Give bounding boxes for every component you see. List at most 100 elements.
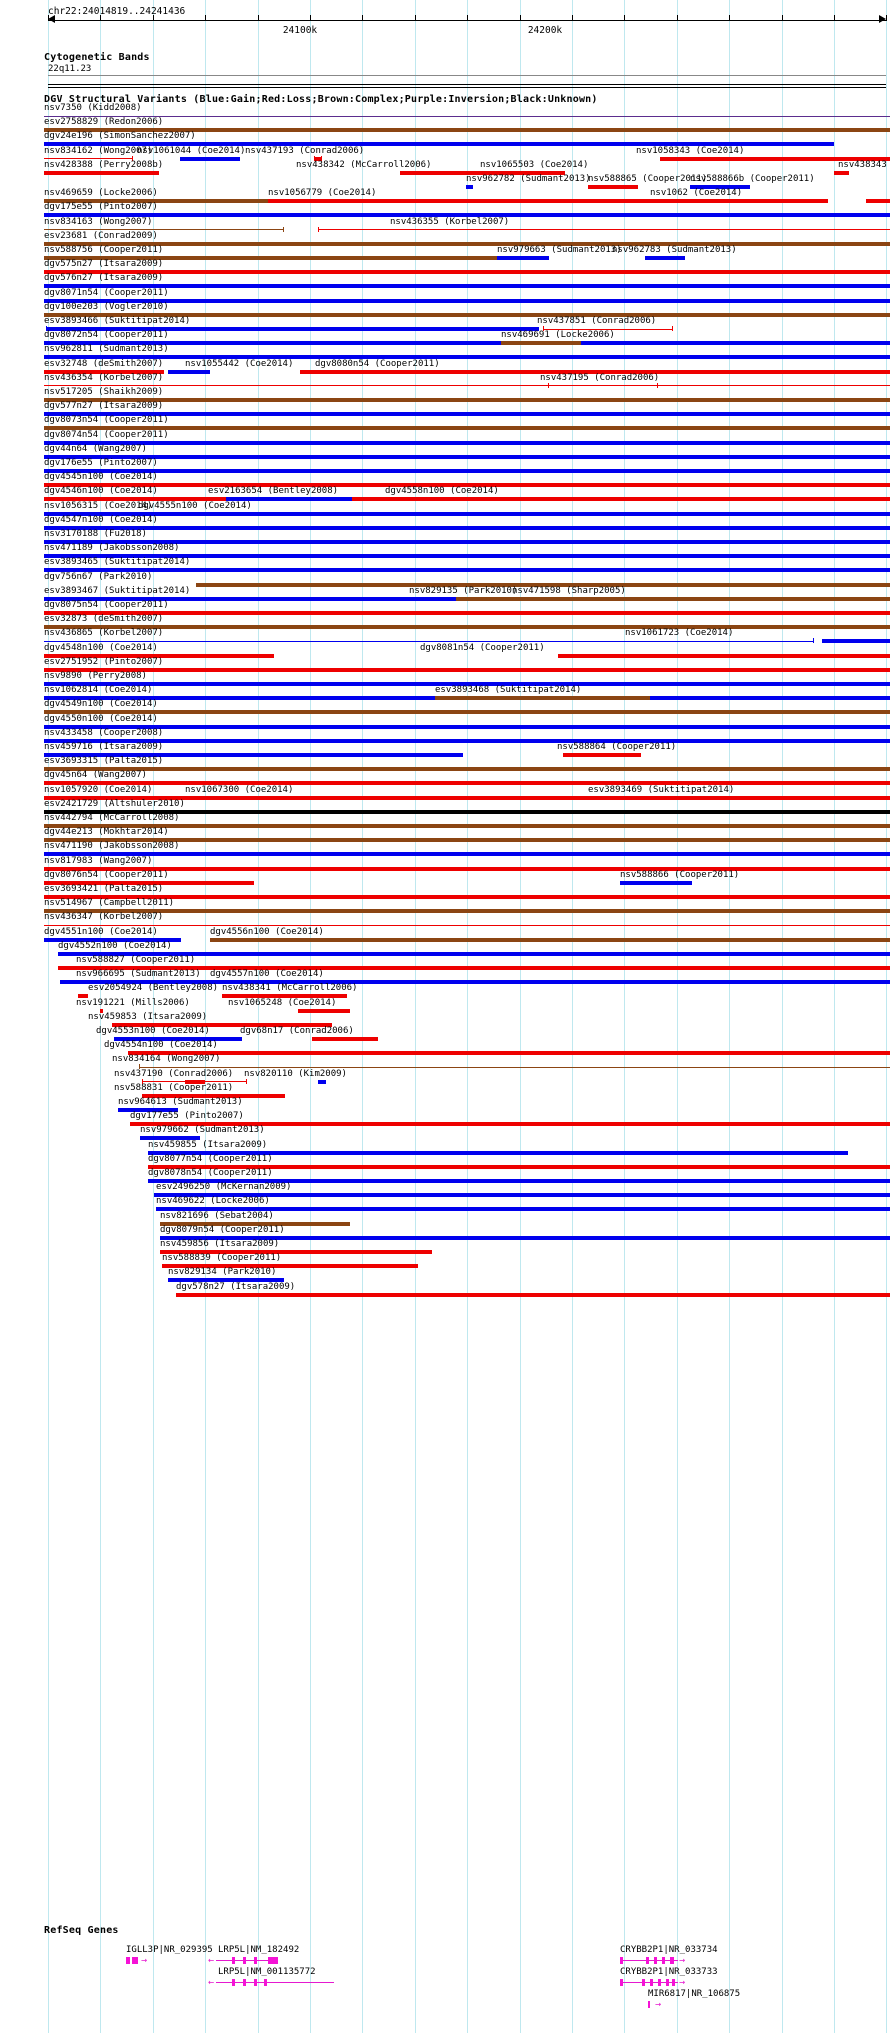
variant-bar[interactable]: [44, 795, 890, 800]
gene-exon[interactable]: [132, 1957, 138, 1964]
variant-label[interactable]: nsv821696 (Sebat2004): [160, 1210, 274, 1221]
variant-label[interactable]: nsv514967 (Campbell2011): [44, 898, 175, 909]
variant-bar[interactable]: [60, 511, 88, 516]
variant-bar[interactable]: [44, 824, 890, 828]
variant-label[interactable]: nsv471189 (Jakobsson2008): [44, 543, 180, 554]
variant-label[interactable]: dgv4554n100 (Coe2014): [104, 1040, 218, 1051]
variant-bar[interactable]: [44, 625, 890, 630]
variant-label[interactable]: nsv442794 (McCarroll2008): [44, 813, 180, 823]
variant-bar[interactable]: [44, 753, 463, 757]
variant-bar[interactable]: [44, 667, 890, 672]
variant-label[interactable]: nsv962783 (Sudmant2013): [612, 245, 737, 255]
gene-exon[interactable]: [662, 1957, 665, 1964]
variant-span-line[interactable]: [44, 385, 890, 387]
variant-span-line[interactable]: [44, 115, 890, 117]
variant-label[interactable]: nsv1065503 (Coe2014): [480, 159, 589, 170]
variant-label[interactable]: nsv3170188 (Fu2018): [44, 529, 147, 539]
variant-bar[interactable]: [456, 596, 890, 601]
variant-label[interactable]: esv3893466 (Suktitipat2014): [44, 316, 191, 326]
variant-bar[interactable]: [58, 966, 890, 970]
gene-label[interactable]: LRP5L|NM_182492: [218, 1945, 300, 1955]
variant-label[interactable]: dgv8072n54 (Cooper2011): [44, 330, 169, 341]
variant-bar[interactable]: [405, 596, 420, 601]
gene-exon[interactable]: [650, 1979, 653, 1986]
variant-bar[interactable]: [44, 511, 890, 516]
variant-label[interactable]: esv3893468 (Suktitipat2014): [435, 685, 582, 696]
variant-label[interactable]: nsv436865 (Korbel2007): [44, 628, 164, 639]
variant-label[interactable]: nsv979663 (Sudmant2013): [497, 245, 622, 255]
variant-label[interactable]: nsv517205 (Shaikh2009): [44, 387, 164, 397]
variant-label[interactable]: nsv459855 (Itsara2009): [148, 1139, 268, 1150]
variant-label[interactable]: esv2421729 (Altshuler2010): [44, 798, 185, 809]
variant-label[interactable]: dgv4550n100 (Coe2014): [44, 713, 158, 724]
variant-label[interactable]: nsv1056779 (Coe2014): [268, 188, 377, 199]
variant-label[interactable]: nsv1061044 (Coe2014): [137, 145, 246, 156]
variant-bar[interactable]: [44, 525, 890, 530]
gene-exon[interactable]: [264, 1979, 267, 1986]
gene-exon[interactable]: [268, 1957, 278, 1964]
variant-bar[interactable]: [156, 1207, 890, 1212]
gene-label[interactable]: MIR6817|NR_106875: [648, 1989, 741, 1999]
variant-bar[interactable]: [44, 767, 890, 772]
variant-label[interactable]: dgv8076n54 (Cooper2011): [44, 869, 169, 880]
variant-label[interactable]: nsv588864 (Cooper2011): [557, 742, 677, 752]
variant-bar[interactable]: [130, 1122, 890, 1127]
variant-label[interactable]: nsv588866 (Cooper2011): [620, 869, 740, 880]
variant-bar[interactable]: [142, 1093, 285, 1098]
gene-label[interactable]: IGLL3P|NR_029395: [126, 1945, 213, 1955]
variant-bar[interactable]: [162, 1264, 418, 1269]
variant-label[interactable]: dgv44e213 (Mokhtar2014): [44, 827, 169, 838]
variant-label[interactable]: nsv1057920 (Coe2014): [44, 784, 153, 795]
variant-label[interactable]: dgv8078n54 (Cooper2011): [148, 1168, 273, 1178]
variant-label[interactable]: esv3693315 (Palta2015): [44, 756, 164, 767]
variant-label[interactable]: nsv436355 (Korbel2007): [390, 216, 510, 227]
variant-bar[interactable]: [44, 852, 890, 857]
variant-label[interactable]: dgv4556n100 (Coe2014): [210, 926, 324, 937]
gene-exon[interactable]: [666, 1979, 669, 1986]
variant-bar[interactable]: [44, 241, 890, 246]
variant-label[interactable]: esv3893465 (Suktitipat2014): [44, 557, 191, 568]
variant-bar[interactable]: [44, 355, 890, 360]
variant-bar[interactable]: [168, 369, 210, 374]
variant-label[interactable]: nsv433458 (Cooper2008): [44, 727, 164, 738]
variant-label[interactable]: dgv44n64 (Wang2007): [44, 443, 147, 454]
variant-label[interactable]: nsv966695 (Sudmant2013): [76, 969, 201, 980]
variant-bar[interactable]: [64, 170, 94, 175]
variant-bar[interactable]: [160, 1235, 890, 1240]
variant-label[interactable]: nsv834162 (Wong2007): [44, 145, 153, 156]
variant-bar[interactable]: [298, 1008, 350, 1013]
variant-label[interactable]: dgv45n64 (Wang2007): [44, 770, 147, 781]
variant-span-line[interactable]: [548, 385, 658, 387]
variant-bar[interactable]: [222, 994, 347, 999]
gene-label[interactable]: LRP5L|NM_001135772: [218, 1967, 316, 1977]
gene-exon[interactable]: [232, 1979, 235, 1986]
variant-label[interactable]: nsv1062814 (Coe2014): [44, 685, 153, 696]
variant-bar[interactable]: [497, 256, 549, 260]
variant-bar[interactable]: [44, 398, 890, 402]
variant-bar[interactable]: [44, 128, 890, 133]
variant-label[interactable]: esv23681 (Conrad2009): [44, 230, 158, 241]
variant-label[interactable]: nsv469691 (Locke2006): [501, 330, 615, 341]
variant-bar[interactable]: [44, 738, 890, 743]
variant-bar[interactable]: [44, 312, 890, 317]
gene-exon[interactable]: [232, 1957, 235, 1964]
variant-bar[interactable]: [466, 185, 473, 189]
variant-bar[interactable]: [563, 753, 641, 757]
variant-label[interactable]: dgv8074n54 (Cooper2011): [44, 429, 169, 440]
gene-label[interactable]: CRYBB2P1|NR_033733: [620, 1967, 718, 1977]
variant-bar[interactable]: [312, 1037, 378, 1041]
variant-bar[interactable]: [300, 369, 890, 374]
variant-span-line[interactable]: [44, 229, 284, 231]
variant-bar[interactable]: [314, 156, 322, 161]
gene-exon[interactable]: [642, 1979, 645, 1986]
variant-label[interactable]: esv2054924 (Bentley2008): [88, 983, 219, 994]
variant-label[interactable]: nsv1062 (Coe2014): [650, 188, 743, 199]
variant-bar[interactable]: [44, 611, 890, 615]
variant-label[interactable]: dgv4545n100 (Coe2014): [44, 472, 158, 483]
variant-label[interactable]: esv2163654 (Bentley2008): [208, 486, 339, 497]
variant-label[interactable]: dgv8077n54 (Cooper2011): [148, 1153, 273, 1164]
variant-label[interactable]: nsv459856 (Itsara2009): [160, 1239, 280, 1249]
variant-bar[interactable]: [210, 937, 890, 942]
variant-bar[interactable]: [822, 639, 890, 644]
variant-bar[interactable]: [154, 1193, 890, 1198]
